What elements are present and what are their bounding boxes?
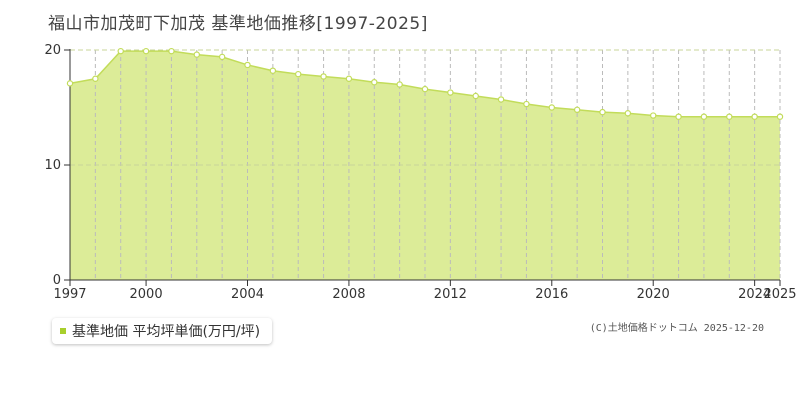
legend-label: 基準地価 平均坪単価(万円/坪) <box>72 324 261 340</box>
x-tick-label: 2016 <box>535 287 568 302</box>
data-point <box>218 53 226 61</box>
data-point <box>726 113 733 120</box>
data-point <box>142 47 150 55</box>
data-point <box>92 75 99 82</box>
data-point <box>345 75 353 82</box>
y-tick-label: 20 <box>44 43 61 58</box>
data-point <box>244 61 251 69</box>
x-tick-label: 2020 <box>637 287 670 302</box>
data-point <box>269 67 277 74</box>
data-point <box>396 81 403 88</box>
data-point <box>751 113 758 120</box>
data-point <box>447 89 454 96</box>
y-tick-label: 0 <box>53 273 61 288</box>
data-point <box>320 73 327 80</box>
data-point <box>523 100 530 108</box>
data-point <box>675 113 682 120</box>
data-point <box>66 80 74 87</box>
data-point <box>472 92 479 100</box>
x-tick-label: 2012 <box>434 287 467 302</box>
data-point <box>371 78 378 86</box>
copyright-text: (C)土地価格ドットコム 2025-12-20 <box>589 323 764 334</box>
data-point <box>573 106 581 114</box>
data-point <box>193 51 200 58</box>
data-point <box>650 112 657 119</box>
x-tick-label: 2025 <box>763 287 796 302</box>
data-point <box>700 113 708 120</box>
x-tick-label: 2000 <box>130 287 163 302</box>
x-tick-label: 1997 <box>53 287 86 302</box>
data-point <box>624 110 632 117</box>
legend-swatch <box>60 328 66 334</box>
data-point <box>776 113 784 120</box>
data-point <box>421 85 429 93</box>
data-point <box>168 47 175 55</box>
data-point <box>295 70 302 78</box>
y-tick-label: 10 <box>44 158 61 173</box>
data-point <box>497 96 505 103</box>
data-point <box>599 108 606 116</box>
x-tick-label: 2004 <box>231 287 264 302</box>
data-point <box>548 104 555 111</box>
x-tick-label: 2024 <box>738 287 771 302</box>
legend[interactable]: 基準地価 平均坪単価(万円/坪) <box>52 318 273 344</box>
chart-title: 福山市加茂町下加茂 基準地価推移[1997-2025] <box>48 14 428 34</box>
data-point <box>117 47 124 55</box>
x-tick-label: 2008 <box>332 287 365 302</box>
